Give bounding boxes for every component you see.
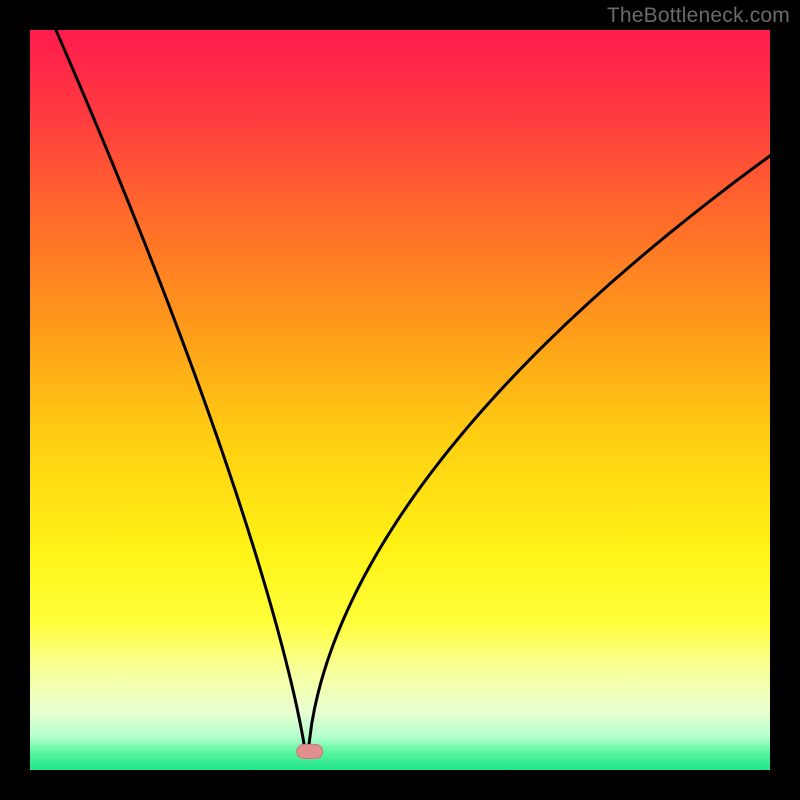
chart-svg [30,30,770,770]
watermark-text: TheBottleneck.com [607,4,790,28]
plot-area [30,30,770,770]
plot-background [30,30,770,770]
chart-frame: TheBottleneck.com [0,0,800,800]
optimal-marker [297,745,323,759]
